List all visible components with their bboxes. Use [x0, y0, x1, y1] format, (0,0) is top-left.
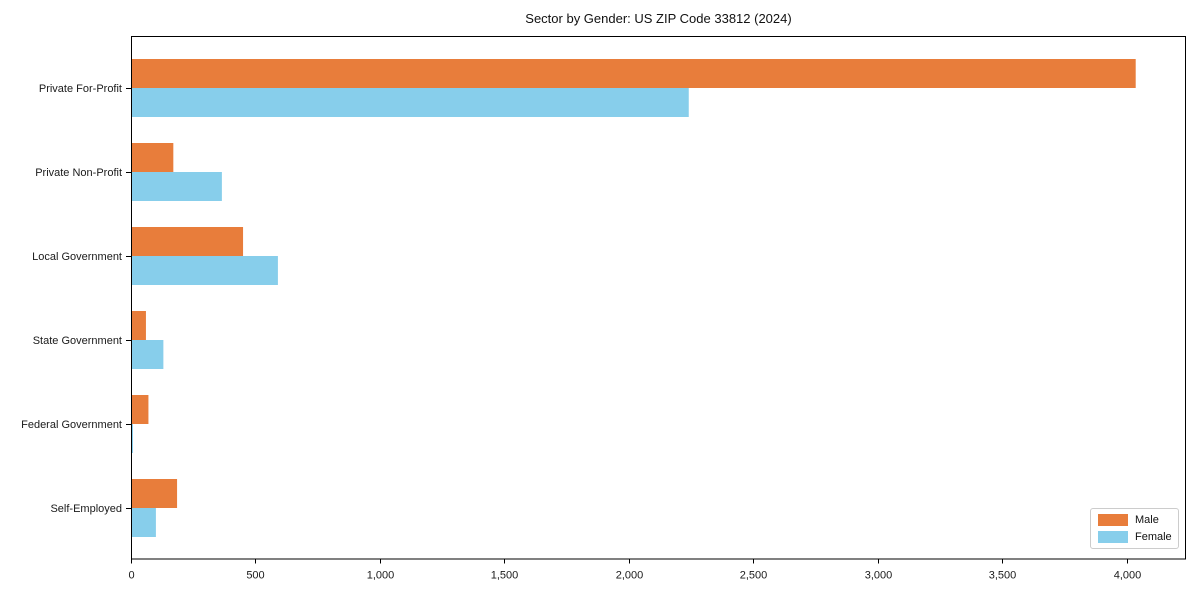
x-tick-label-3: 1,500 [491, 570, 519, 582]
bar-female-1 [131, 172, 222, 201]
x-tick-label-7: 3,500 [989, 570, 1017, 582]
y-tick-label-0: Private For-Profit [39, 83, 122, 95]
x-tick-label-5: 2,500 [740, 570, 768, 582]
legend-swatch-male [1098, 514, 1128, 526]
chart-title: Sector by Gender: US ZIP Code 33812 (202… [525, 11, 792, 26]
legend-label-female: Female [1135, 531, 1172, 543]
legend-item-female: Female [1098, 531, 1172, 543]
x-tick-label-8: 4,000 [1114, 570, 1142, 582]
bar-male-5 [131, 479, 178, 508]
legend-swatch-female [1098, 531, 1128, 543]
y-tick-label-4: Federal Government [21, 419, 122, 431]
bar-male-4 [131, 395, 149, 424]
bar-male-2 [131, 227, 244, 256]
bar-male-3 [131, 311, 146, 340]
bar-female-5 [131, 508, 156, 537]
x-tick-label-2: 1,000 [367, 570, 395, 582]
bar-female-2 [131, 256, 278, 285]
bar-male-1 [131, 143, 174, 172]
bar-female-3 [131, 340, 164, 369]
x-tick-label-4: 2,000 [616, 570, 644, 582]
y-tick-label-2: Local Government [32, 251, 122, 263]
legend-label-male: Male [1135, 514, 1159, 526]
legend-item-male: Male [1098, 514, 1171, 526]
x-tick-label-0: 0 [128, 570, 134, 582]
x-tick-label-1: 500 [246, 570, 264, 582]
x-tick-label-6: 3,000 [865, 570, 893, 582]
y-tick-label-1: Private Non-Profit [35, 167, 122, 179]
bar-female-0 [131, 88, 689, 117]
y-tick-label-5: Self-Employed [50, 503, 122, 515]
y-tick-label-3: State Government [33, 335, 122, 347]
bar-male-0 [131, 59, 1136, 88]
legend: Male Female [1090, 508, 1179, 549]
plot-frame [130, 35, 1187, 560]
